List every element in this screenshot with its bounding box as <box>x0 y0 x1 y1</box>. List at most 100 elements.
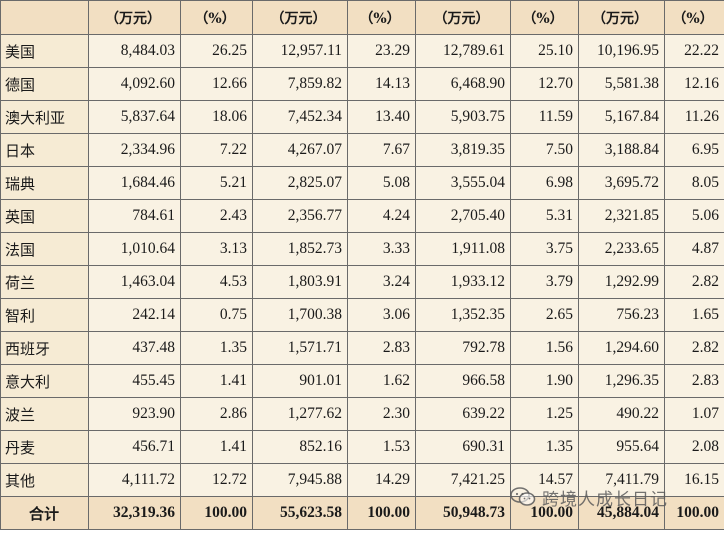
amount-cell: 784.61 <box>88 199 181 233</box>
amount-cell: 1,911.08 <box>415 232 511 266</box>
amount-cell: 923.90 <box>88 397 181 431</box>
percent-cell: 5.31 <box>510 199 579 233</box>
percent-cell: 2.08 <box>664 430 724 464</box>
amount-cell: 792.78 <box>415 331 511 365</box>
table-row: 西班牙 437.48 1.35 1,571.71 2.83 792.78 1.56 1,294… <box>0 331 724 365</box>
amount-cell: 1,684.46 <box>88 166 181 200</box>
header-row: （万元） （%） （万元） （%） （万元） （%） （万元） （%） <box>0 0 724 35</box>
table-row: 瑞典 1,684.46 5.21 2,825.07 5.08 3,555.04 6.98 3,… <box>0 166 724 200</box>
percent-cell: 3.79 <box>510 265 579 299</box>
amount-cell: 4,111.72 <box>88 463 181 497</box>
amount-cell: 852.16 <box>252 430 348 464</box>
amount-cell: 456.71 <box>88 430 181 464</box>
percent-cell: 6.98 <box>510 166 579 200</box>
percent-cell: 2.86 <box>180 397 253 431</box>
percent-cell: 1.41 <box>180 430 253 464</box>
percent-cell: 12.70 <box>510 67 579 101</box>
percent-cell: 12.16 <box>664 67 724 101</box>
amount-cell: 5,581.38 <box>578 67 665 101</box>
percent-cell: 2.43 <box>180 199 253 233</box>
header-cell: （万元） <box>578 0 665 35</box>
percent-cell: 14.29 <box>347 463 416 497</box>
table-row: 荷兰 1,463.04 4.53 1,803.91 3.24 1,933.12 3.79 1,… <box>0 265 724 299</box>
percent-cell: 3.13 <box>180 232 253 266</box>
amount-cell: 5,167.84 <box>578 100 665 134</box>
table-body: 美国 8,484.03 26.25 12,957.11 23.29 12,789.61 25… <box>0 34 724 530</box>
percent-cell: 7.22 <box>180 133 253 167</box>
table-row: 英国 784.61 2.43 2,356.77 4.24 2,705.40 5.31 2,32… <box>0 199 724 233</box>
amount-cell: 2,705.40 <box>415 199 511 233</box>
amount-cell: 10,196.95 <box>578 34 665 68</box>
country-cell: 澳大利亚 <box>0 100 89 134</box>
table-row: 丹麦 456.71 1.41 852.16 1.53 690.31 1.35 955.64 2.… <box>0 430 724 464</box>
amount-cell: 2,825.07 <box>252 166 348 200</box>
header-cell: （万元） <box>252 0 348 35</box>
table-row: 日本 2,334.96 7.22 4,267.07 7.67 3,819.35 7.50 3,… <box>0 133 724 167</box>
percent-cell: 1.62 <box>347 364 416 398</box>
amount-cell: 639.22 <box>415 397 511 431</box>
country-cell: 其他 <box>0 463 89 497</box>
percent-cell: 11.26 <box>664 100 724 134</box>
table-row: 波兰 923.90 2.86 1,277.62 2.30 639.22 1.25 490.22… <box>0 397 724 431</box>
country-cell: 瑞典 <box>0 166 89 200</box>
percent-cell: 18.06 <box>180 100 253 134</box>
percent-cell: 23.29 <box>347 34 416 68</box>
amount-cell: 490.22 <box>578 397 665 431</box>
percent-cell: 100.00 <box>347 496 416 530</box>
amount-cell: 4,092.60 <box>88 67 181 101</box>
amount-cell: 5,837.64 <box>88 100 181 134</box>
percent-cell: 1.65 <box>664 298 724 332</box>
amount-cell: 2,334.96 <box>88 133 181 167</box>
percent-cell: 2.82 <box>664 331 724 365</box>
percent-cell: 4.87 <box>664 232 724 266</box>
amount-cell: 690.31 <box>415 430 511 464</box>
amount-cell: 1,352.35 <box>415 298 511 332</box>
percent-cell: 6.95 <box>664 133 724 167</box>
header-cell: （万元） <box>88 0 181 35</box>
watermark: 跨境人成长日记 <box>510 482 668 512</box>
country-cell: 合计 <box>0 496 89 530</box>
amount-cell: 7,859.82 <box>252 67 348 101</box>
country-cell: 意大利 <box>0 364 89 398</box>
amount-cell: 3,188.84 <box>578 133 665 167</box>
amount-cell: 3,555.04 <box>415 166 511 200</box>
percent-cell: 11.59 <box>510 100 579 134</box>
table-row: 智利 242.14 0.75 1,700.38 3.06 1,352.35 2.65 756.… <box>0 298 724 332</box>
amount-cell: 8,484.03 <box>88 34 181 68</box>
amount-cell: 45,884.04 <box>578 496 665 530</box>
amount-cell: 756.23 <box>578 298 665 332</box>
country-cell: 荷兰 <box>0 265 89 299</box>
total-row: 合计 32,319.36 100.00 55,623.58 100.00 50,948.7… <box>0 496 724 530</box>
percent-cell: 14.13 <box>347 67 416 101</box>
amount-cell: 437.48 <box>88 331 181 365</box>
amount-cell: 1,296.35 <box>578 364 665 398</box>
percent-cell: 2.83 <box>347 331 416 365</box>
percent-cell: 3.33 <box>347 232 416 266</box>
table-row: 法国 1,010.64 3.13 1,852.73 3.33 1,911.08 3.75 2,… <box>0 232 724 266</box>
percent-cell: 7.50 <box>510 133 579 167</box>
header-cell: （万元） <box>415 0 511 35</box>
amount-cell: 1,700.38 <box>252 298 348 332</box>
amount-cell: 966.58 <box>415 364 511 398</box>
header-cell: （%） <box>347 0 416 35</box>
header-cell: （%） <box>664 0 724 35</box>
percent-cell: 1.90 <box>510 364 579 398</box>
header-cell <box>0 0 89 35</box>
amount-cell: 2,356.77 <box>252 199 348 233</box>
header-cell: （%） <box>510 0 579 35</box>
amount-cell: 2,321.85 <box>578 199 665 233</box>
amount-cell: 1,571.71 <box>252 331 348 365</box>
percent-cell: 1.35 <box>180 331 253 365</box>
percent-cell: 1.07 <box>664 397 724 431</box>
amount-cell: 6,468.90 <box>415 67 511 101</box>
percent-cell: 5.21 <box>180 166 253 200</box>
wechat-icon <box>510 486 536 508</box>
percent-cell: 2.30 <box>347 397 416 431</box>
country-cell: 日本 <box>0 133 89 167</box>
percent-cell: 1.53 <box>347 430 416 464</box>
percent-cell: 13.40 <box>347 100 416 134</box>
amount-cell: 455.45 <box>88 364 181 398</box>
percent-cell: 3.24 <box>347 265 416 299</box>
amount-cell: 1,463.04 <box>88 265 181 299</box>
